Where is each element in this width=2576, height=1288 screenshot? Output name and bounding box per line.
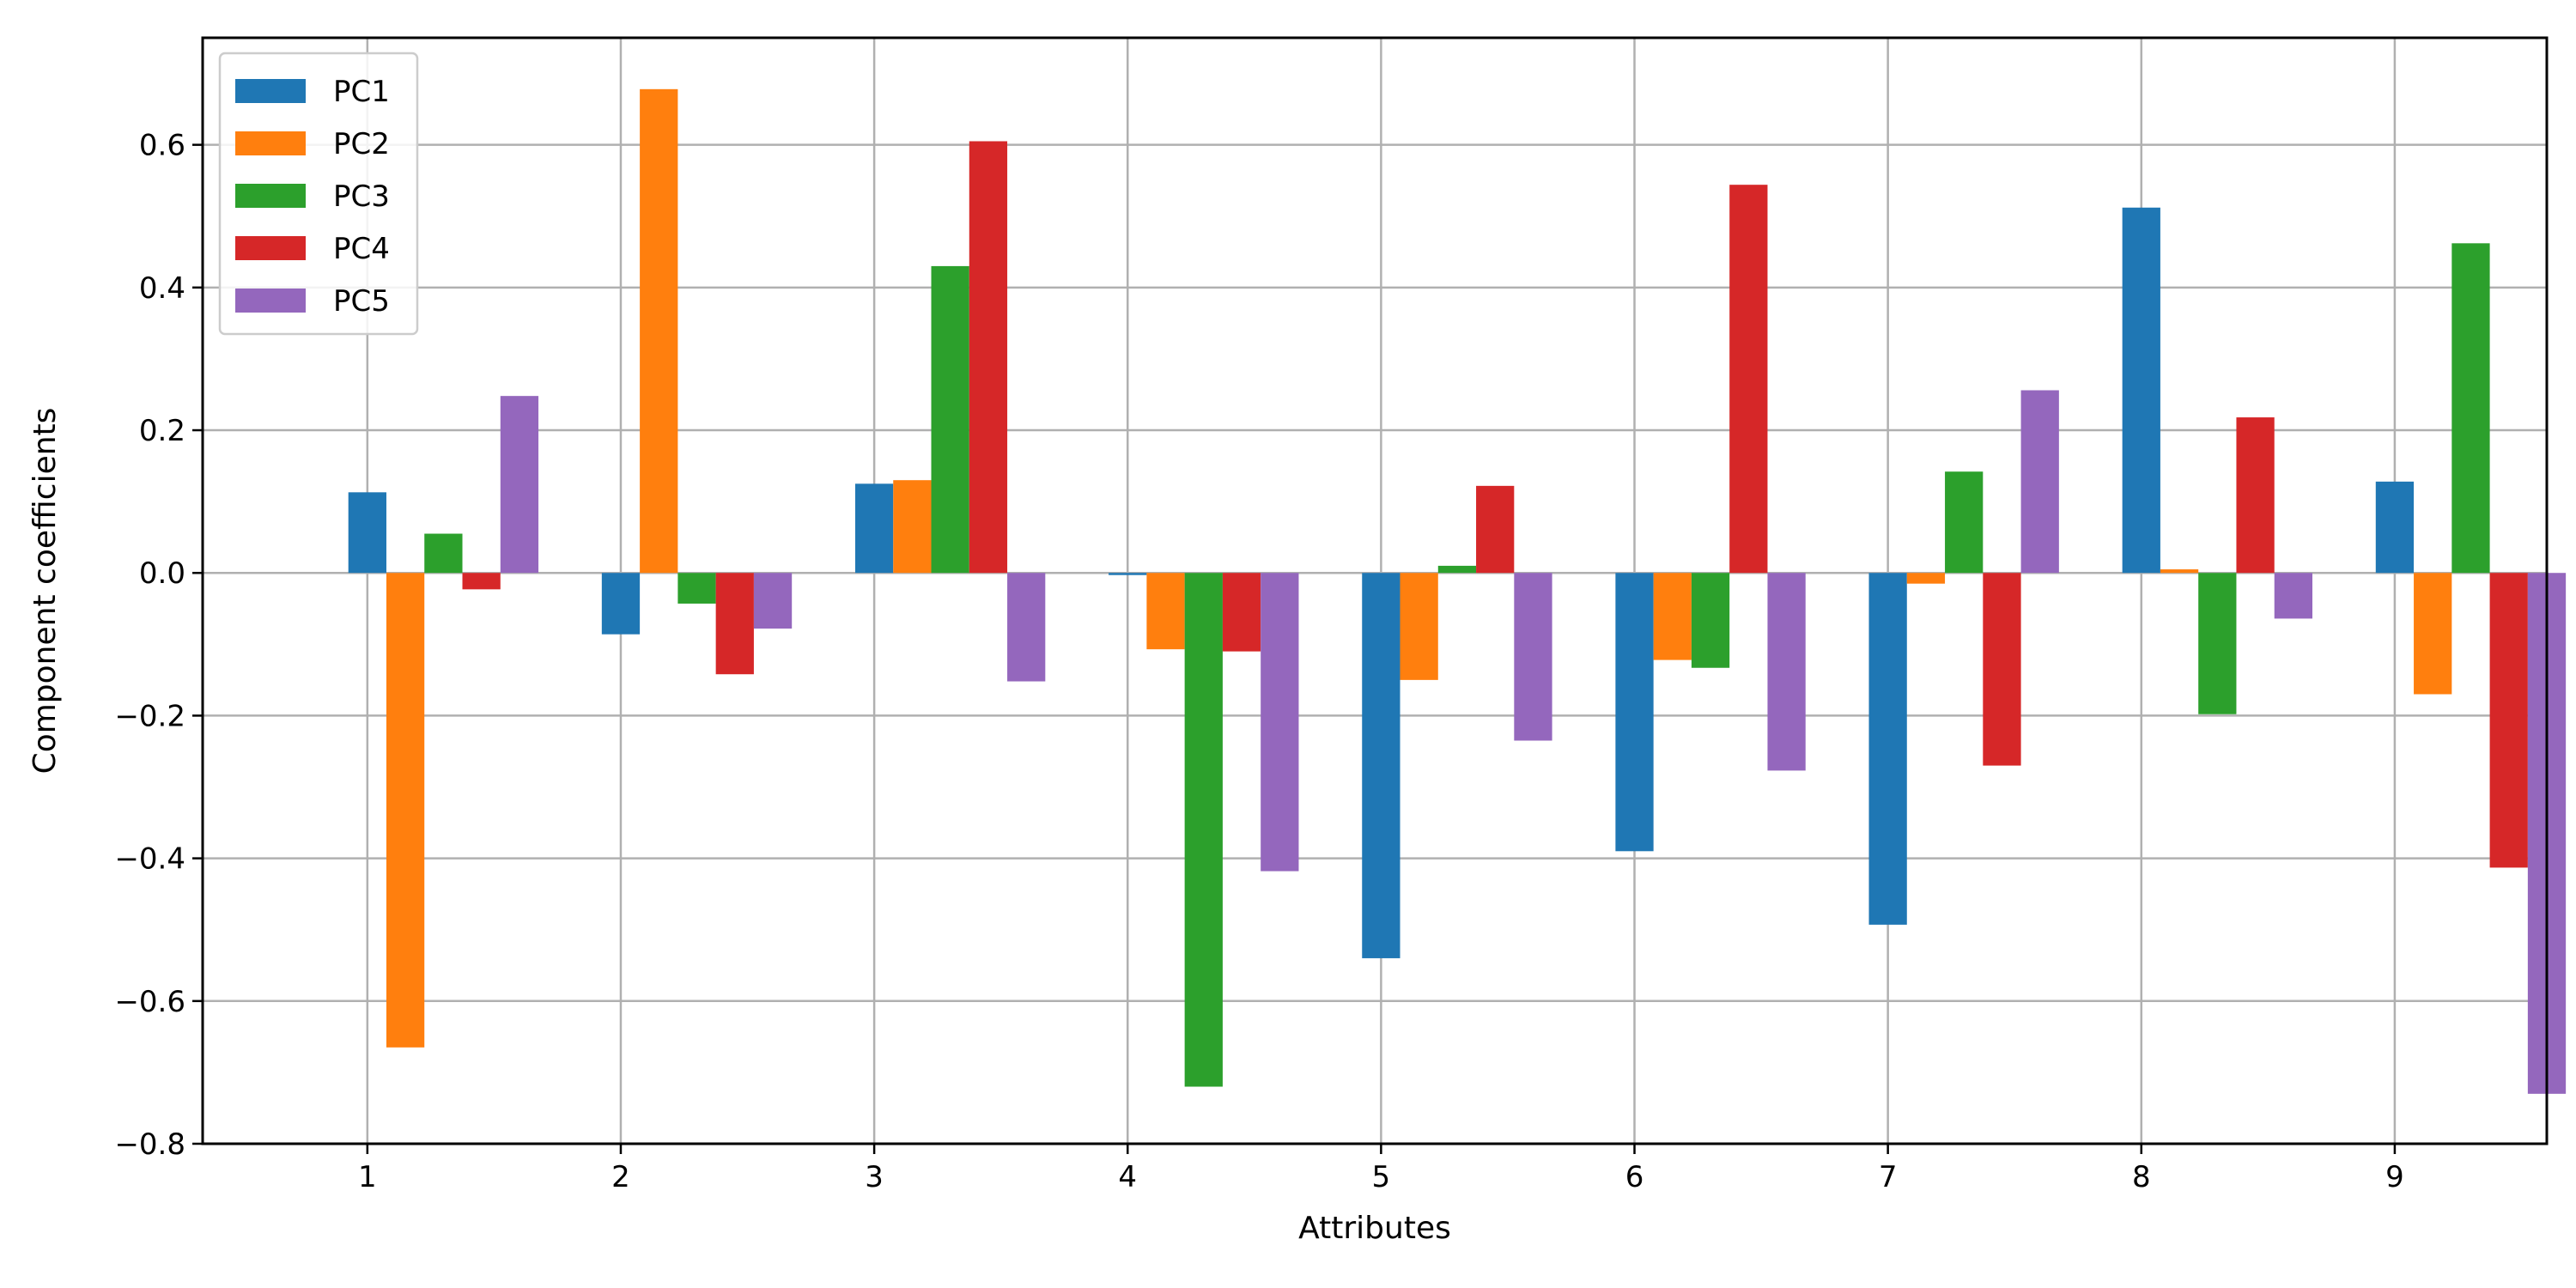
- legend-label-pc3: PC3: [333, 179, 390, 214]
- bar-pc1-attr-8: [2122, 207, 2160, 574]
- bar-pc4-attr-3: [969, 141, 1008, 574]
- legend-label-pc5: PC5: [333, 284, 390, 319]
- legend: PC1 PC2 PC3 PC4 PC5: [218, 52, 419, 336]
- plot-frame: [201, 36, 2549, 1145]
- bar-pc3-attr-6: [1691, 573, 1730, 668]
- legend-swatch-pc5: [235, 289, 306, 313]
- bar-pc4-attr-4: [1222, 573, 1261, 652]
- bar-pc1-attr-7: [1868, 573, 1907, 925]
- bar-pc1-attr-4: [1109, 573, 1147, 575]
- bar-pc2-attr-3: [893, 480, 932, 574]
- bar-pc4-attr-6: [1729, 185, 1768, 574]
- bar-pc5-attr-8: [2274, 573, 2312, 619]
- bar-pc2-attr-2: [640, 88, 678, 574]
- x-tick-label: 7: [1879, 1160, 1898, 1194]
- bar-pc5-attr-4: [1261, 573, 1299, 872]
- bar-pc1-attr-2: [601, 573, 641, 635]
- bar-pc4-attr-5: [1476, 485, 1515, 574]
- legend-swatch-pc3: [235, 184, 306, 208]
- bar-pc2-attr-1: [386, 573, 425, 1048]
- x-tick-label: 3: [865, 1160, 884, 1194]
- bar-pc3-attr-7: [1945, 471, 1984, 574]
- bar-pc4-attr-1: [462, 573, 501, 590]
- x-axis-title: Attributes: [1298, 1211, 1451, 1246]
- x-tick-label: 1: [358, 1160, 377, 1194]
- x-tick-label: 6: [1625, 1160, 1644, 1194]
- x-tick-label: 8: [2132, 1160, 2151, 1194]
- bar-pc2-attr-8: [2160, 569, 2199, 574]
- bar-pc1-attr-6: [1615, 573, 1654, 852]
- bar-pc3-attr-3: [931, 265, 969, 574]
- bar-pc5-attr-3: [1007, 573, 1046, 682]
- bar-pc5-attr-1: [500, 396, 539, 574]
- bar-pc2-attr-4: [1146, 573, 1185, 650]
- bar-pc2-attr-7: [1906, 573, 1946, 584]
- bar-pc3-attr-2: [677, 573, 716, 604]
- axis-ticks: −0.8 −0.6 −0.4 −0.2 0.0 0.2 0.4 0.6 1 2 3 4 5 6 7 8 9: [114, 129, 2403, 1194]
- y-tick-label: 0.4: [139, 271, 185, 306]
- bar-pc2-attr-5: [1400, 573, 1438, 680]
- y-tick-label: 0.6: [139, 129, 185, 163]
- bar-pc3-attr-5: [1437, 565, 1477, 574]
- bar-pc5-attr-2: [753, 573, 793, 629]
- bar-pc1-attr-9: [2375, 481, 2415, 574]
- y-tick-label: −0.6: [114, 985, 185, 1019]
- bar-pc1-attr-5: [1362, 573, 1400, 958]
- y-tick-label: −0.8: [114, 1127, 185, 1162]
- bar-pc4-attr-2: [715, 573, 754, 675]
- y-axis-title: Component coefficients: [27, 408, 63, 775]
- y-tick-label: −0.2: [114, 699, 185, 733]
- bar-pc4-attr-7: [1983, 573, 2021, 766]
- bar-pc4-attr-9: [2489, 573, 2528, 868]
- legend-swatch-pc4: [235, 236, 306, 260]
- legend-swatch-pc2: [235, 131, 306, 155]
- bar-pc5-attr-6: [1767, 573, 1806, 771]
- x-tick-label: 4: [1118, 1160, 1137, 1194]
- legend-label-pc1: PC1: [333, 75, 390, 109]
- bar-pc3-attr-9: [2451, 243, 2490, 574]
- bar-pc3-attr-8: [2198, 573, 2237, 714]
- x-tick-label: 9: [2385, 1160, 2404, 1194]
- bar-pc5-attr-5: [1514, 573, 1552, 741]
- legend-swatch-pc1: [235, 79, 306, 103]
- bar-pc5-attr-7: [2020, 390, 2059, 574]
- y-tick-label: 0.0: [139, 556, 185, 591]
- bar-pc3-attr-1: [424, 533, 463, 574]
- y-tick-label: −0.4: [114, 842, 185, 877]
- legend-box: [218, 52, 419, 336]
- bar-pc1-attr-1: [348, 492, 386, 574]
- bar-pc2-attr-9: [2414, 573, 2452, 695]
- y-tick-label: 0.2: [139, 414, 185, 448]
- x-tick-label: 2: [611, 1160, 630, 1194]
- bars: [348, 88, 2567, 1094]
- bar-pc2-attr-6: [1653, 573, 1692, 660]
- legend-label-pc2: PC2: [333, 127, 390, 161]
- bar-pc1-attr-3: [854, 483, 894, 574]
- bar-pc4-attr-8: [2236, 417, 2275, 574]
- x-tick-label: 5: [1372, 1160, 1391, 1194]
- legend-label-pc4: PC4: [333, 232, 390, 266]
- bar-pc3-attr-4: [1184, 573, 1223, 1087]
